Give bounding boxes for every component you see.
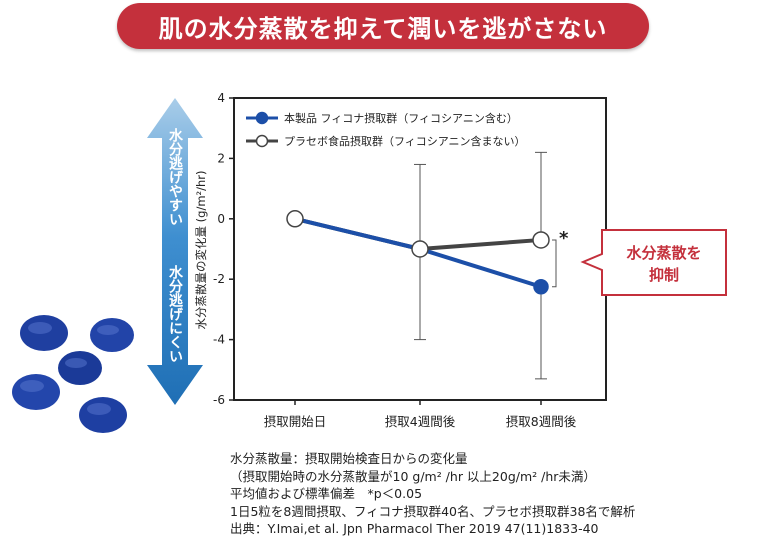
callout-box bbox=[580, 229, 727, 296]
y-axis-label: 水分蒸散量の変化量 (g/m²/hr) bbox=[194, 170, 208, 329]
significance-marker: * bbox=[559, 228, 569, 249]
callout-line-1: 水分蒸散を bbox=[626, 244, 701, 262]
y-axis: 4 2 0 -2 -4 -6 bbox=[213, 91, 234, 407]
note-line-4: 1日5粒を8週間摂取、フィコナ摂取群40名、プラセボ摂取群38名で解析 bbox=[230, 503, 636, 519]
significance-bracket bbox=[552, 239, 557, 288]
data-point-s0-2 bbox=[533, 279, 549, 295]
y-tick-label-2: 0 bbox=[217, 212, 225, 226]
legend-label-0: 本製品 フィコナ摂取群（フィコシアニン含む） bbox=[284, 111, 518, 125]
footnotes: 水分蒸散量：摂取開始検査日からの変化量 （摂取開始時の水分蒸散量が10 g/m²… bbox=[230, 450, 635, 538]
data-point-s1-2 bbox=[532, 231, 550, 249]
y-tick-label-0: 4 bbox=[217, 91, 225, 105]
legend: 本製品 フィコナ摂取群（フィコシアニン含む） プラセボ食品摂取群（フィコシアニン含… bbox=[246, 111, 526, 148]
y-tick-label-1: 2 bbox=[217, 151, 225, 165]
error-bars bbox=[414, 151, 547, 380]
note-line-1: 水分蒸散量：摂取開始検査日からの変化量 bbox=[230, 451, 468, 466]
note-line-3: 平均値および標準偏差 *p＜0.05 bbox=[230, 486, 423, 501]
legend-marker-0 bbox=[255, 111, 269, 125]
series-points bbox=[286, 210, 550, 295]
x-tick-label-0: 摂取開始日 bbox=[264, 414, 327, 429]
y-tick-label-5: -6 bbox=[213, 393, 225, 407]
y-tick-label-4: -4 bbox=[213, 333, 225, 347]
title-banner: 肌の水分蒸散を抑えて潤いを逃がさない bbox=[117, 3, 649, 49]
note-line-5: 出典：Y.Imai,et al. Jpn Pharmacol Ther 2019… bbox=[230, 521, 599, 536]
legend-marker-1 bbox=[255, 134, 269, 148]
data-point-s1-0 bbox=[286, 210, 304, 228]
x-tick-label-1: 摂取4週間後 bbox=[385, 414, 456, 429]
arrow-label-bottom: 水分逃げにくい bbox=[167, 264, 183, 363]
x-axis: 摂取開始日 摂取4週間後 摂取8週間後 bbox=[264, 400, 577, 429]
callout-line-2: 抑制 bbox=[649, 266, 679, 284]
y-tick-label-3: -2 bbox=[213, 272, 225, 286]
note-line-2: （摂取開始時の水分蒸散量が10 g/m² /hr 以上20g/m² /hr未満） bbox=[230, 468, 596, 484]
page-title: 肌の水分蒸散を抑えて潤いを逃がさない bbox=[158, 14, 608, 43]
x-tick-label-2: 摂取8週間後 bbox=[506, 414, 577, 429]
legend-label-1: プラセボ食品摂取群（フィコシアニン含まない） bbox=[284, 134, 526, 148]
vertical-double-arrow bbox=[147, 98, 203, 405]
tablets-image bbox=[12, 315, 134, 433]
arrow-label-top: 水分逃げやすい bbox=[167, 127, 183, 226]
data-point-s1-1 bbox=[411, 240, 429, 258]
